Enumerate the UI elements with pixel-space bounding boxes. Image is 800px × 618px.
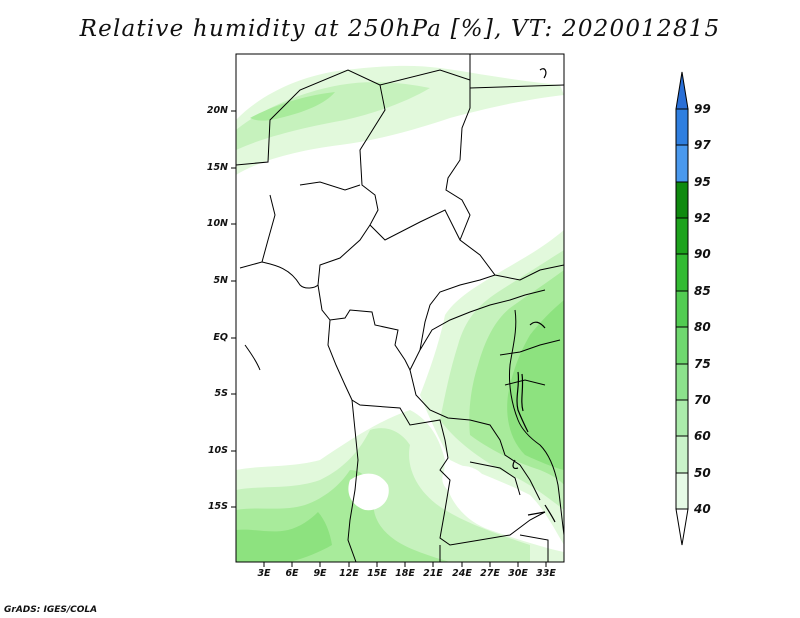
lat-label-5n: 5N [213, 275, 228, 286]
lon-label-3e: 3E [257, 568, 271, 579]
lat-label-20n: 20N [206, 105, 228, 116]
lon-label-27e: 27E [480, 568, 500, 579]
colorbar-label-75: 75 [694, 357, 711, 371]
lon-label-33e: 33E [536, 568, 556, 579]
colorbar-label-99: 99 [694, 102, 711, 116]
colorbar-label-92: 92 [694, 211, 711, 225]
lat-label-10n: 10N [206, 218, 228, 229]
lon-label-12e: 12E [339, 568, 359, 579]
lat-label-15s: 15S [207, 501, 228, 512]
lakes [512, 68, 556, 523]
lat-label-15n: 15N [206, 162, 228, 173]
map-frame [235, 53, 565, 563]
lon-label-6e: 6E [285, 568, 299, 579]
colorbar-label-85: 85 [694, 284, 711, 298]
lat-label-5s: 5S [214, 388, 228, 399]
colorbar-label-90: 90 [694, 247, 711, 261]
colorbar-label-97: 97 [694, 138, 711, 152]
lon-label-30e: 30E [508, 568, 528, 579]
axis-ticks [231, 110, 547, 567]
colorbar-label-60: 60 [694, 429, 711, 443]
chart-title: Relative humidity at 250hPa [%], VT: 202… [79, 16, 721, 42]
colorbar-label-40: 40 [694, 502, 711, 516]
lon-label-18e: 18E [395, 568, 415, 579]
colorbar-label-95: 95 [694, 175, 711, 189]
grads-credit: GrADS: IGES/COLA [4, 605, 98, 615]
lat-label-10s: 10S [207, 445, 228, 456]
colorbar-label-80: 80 [694, 320, 711, 334]
country-borders [236, 54, 564, 562]
colorbar-label-50: 50 [694, 466, 711, 480]
colorbar-label-70: 70 [694, 393, 711, 407]
lon-label-24e: 24E [452, 568, 472, 579]
humidity-shading [236, 54, 564, 562]
lat-label-eq: EQ [213, 332, 228, 343]
lon-label-21e: 21E [423, 568, 443, 579]
lon-label-15e: 15E [367, 568, 387, 579]
lon-label-9e: 9E [313, 568, 327, 579]
